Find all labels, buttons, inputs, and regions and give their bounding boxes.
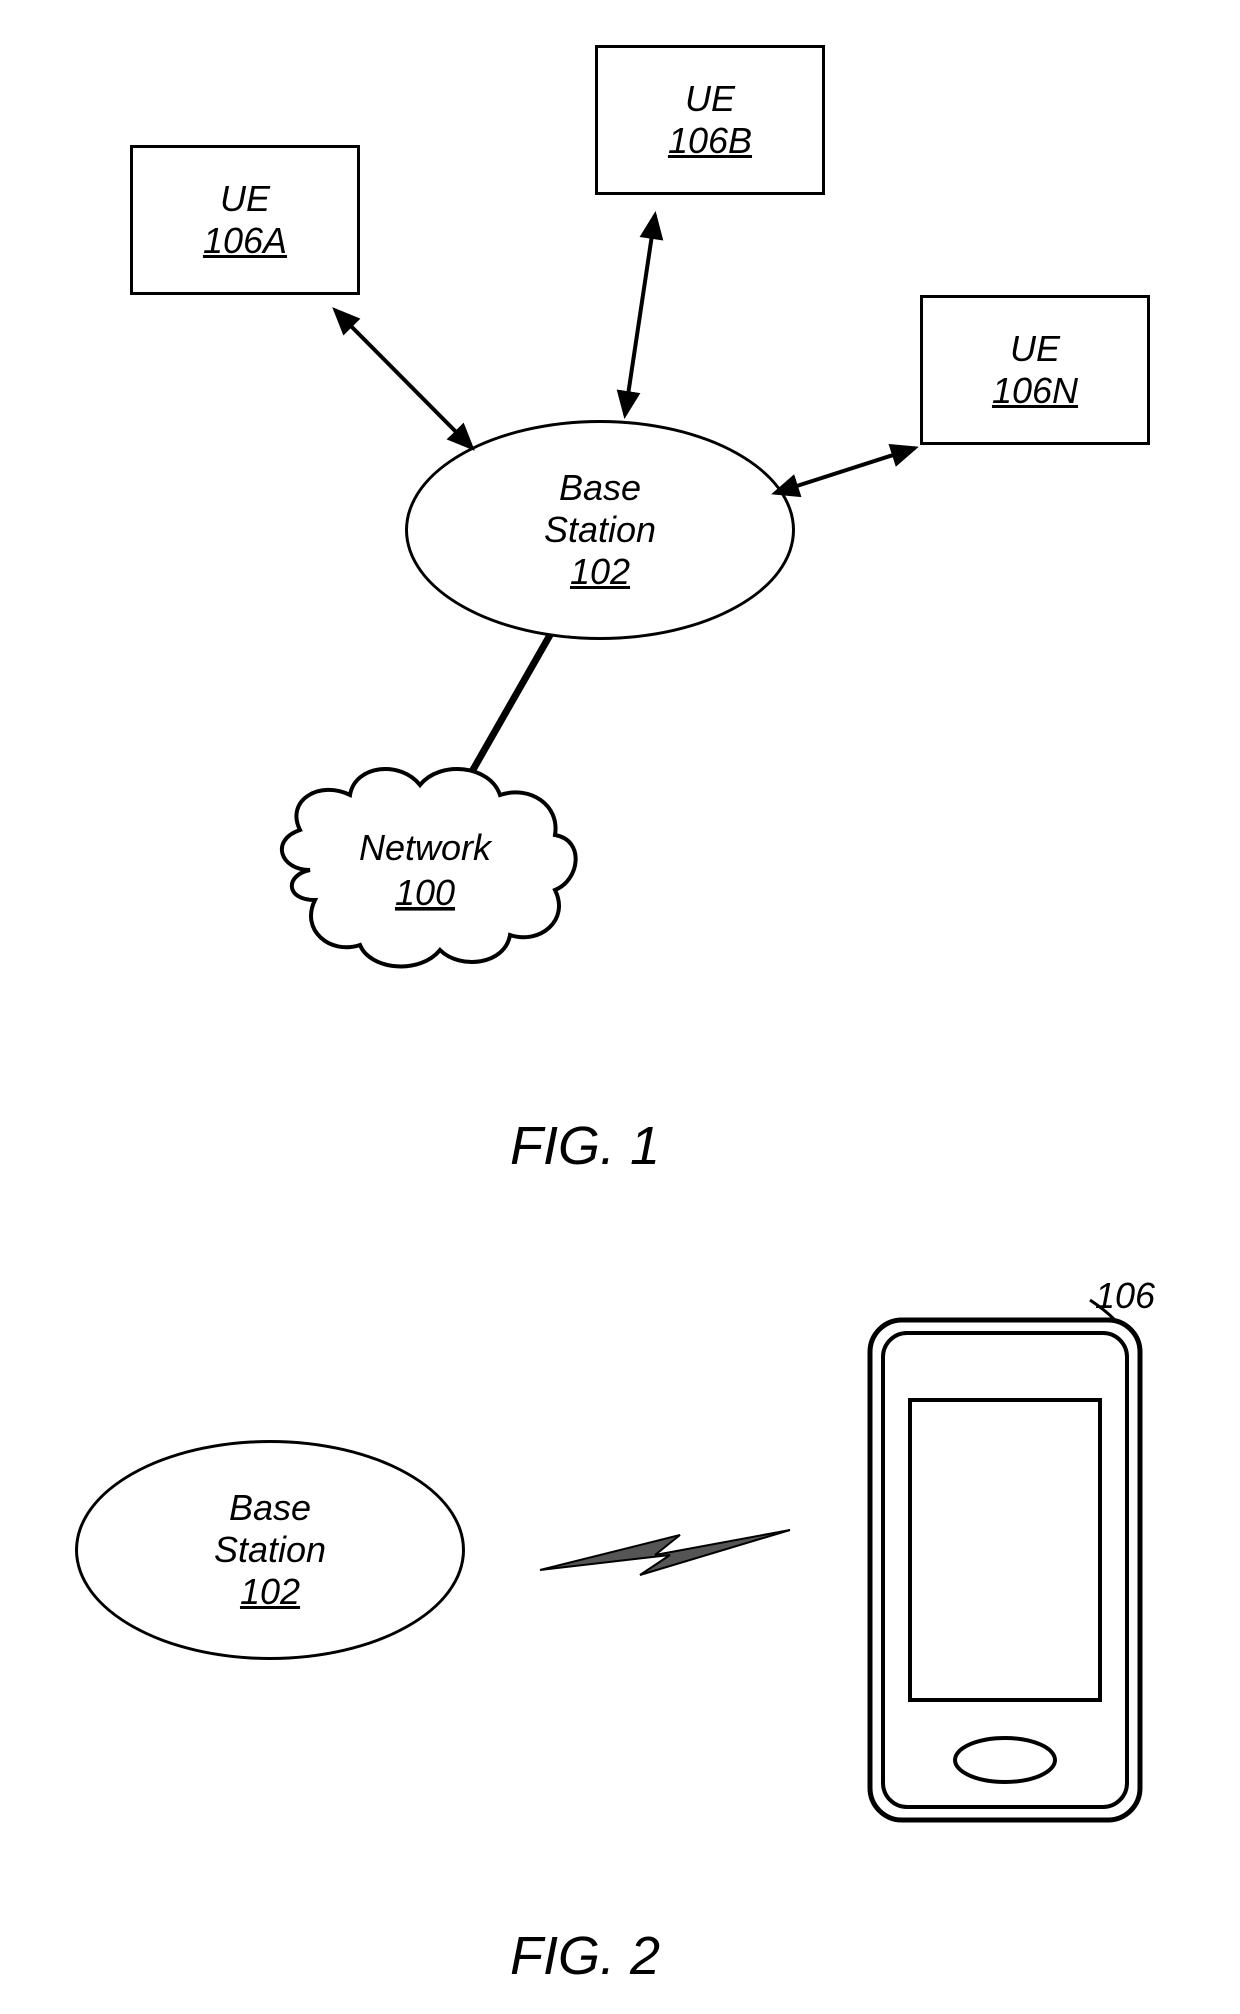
arrow-ue-a (335, 310, 472, 448)
phone-ref-label: 106 (1095, 1275, 1155, 1317)
ue-b-box: UE 106B (595, 45, 825, 195)
ue-b-ref: 106B (668, 120, 752, 162)
base-title2-fig1: Station (544, 509, 656, 551)
base-title1-fig2: Base (229, 1487, 311, 1529)
ue-n-box: UE 106N (920, 295, 1150, 445)
ue-a-ref: 106A (203, 220, 287, 262)
diagram-container: UE 106A UE 106B UE 106N Base Station 102… (0, 0, 1240, 2014)
base-ref-fig2: 102 (240, 1571, 300, 1613)
base-title1-fig1: Base (559, 467, 641, 509)
ue-a-box: UE 106A (130, 145, 360, 295)
network-title: Network (359, 827, 493, 868)
base-station-fig2: Base Station 102 (75, 1440, 465, 1660)
base-title2-fig2: Station (214, 1529, 326, 1571)
base-ref-fig1: 102 (570, 551, 630, 593)
ue-n-ref: 106N (992, 370, 1078, 412)
ue-b-title: UE (685, 78, 735, 120)
network-ref: 100 (395, 872, 455, 913)
phone-device (870, 1300, 1140, 1820)
ue-n-title: UE (1010, 328, 1060, 370)
network-cloud: Network 100 (282, 769, 576, 966)
ue-a-title: UE (220, 178, 270, 220)
figure1-label: FIG. 1 (510, 1115, 660, 1177)
figure2-label: FIG. 2 (510, 1925, 660, 1987)
wireless-bolt-icon (540, 1530, 790, 1575)
arrow-ue-b (625, 215, 655, 415)
base-station-fig1: Base Station 102 (405, 420, 795, 640)
arrow-ue-n (775, 448, 915, 493)
network-link (470, 635, 550, 775)
